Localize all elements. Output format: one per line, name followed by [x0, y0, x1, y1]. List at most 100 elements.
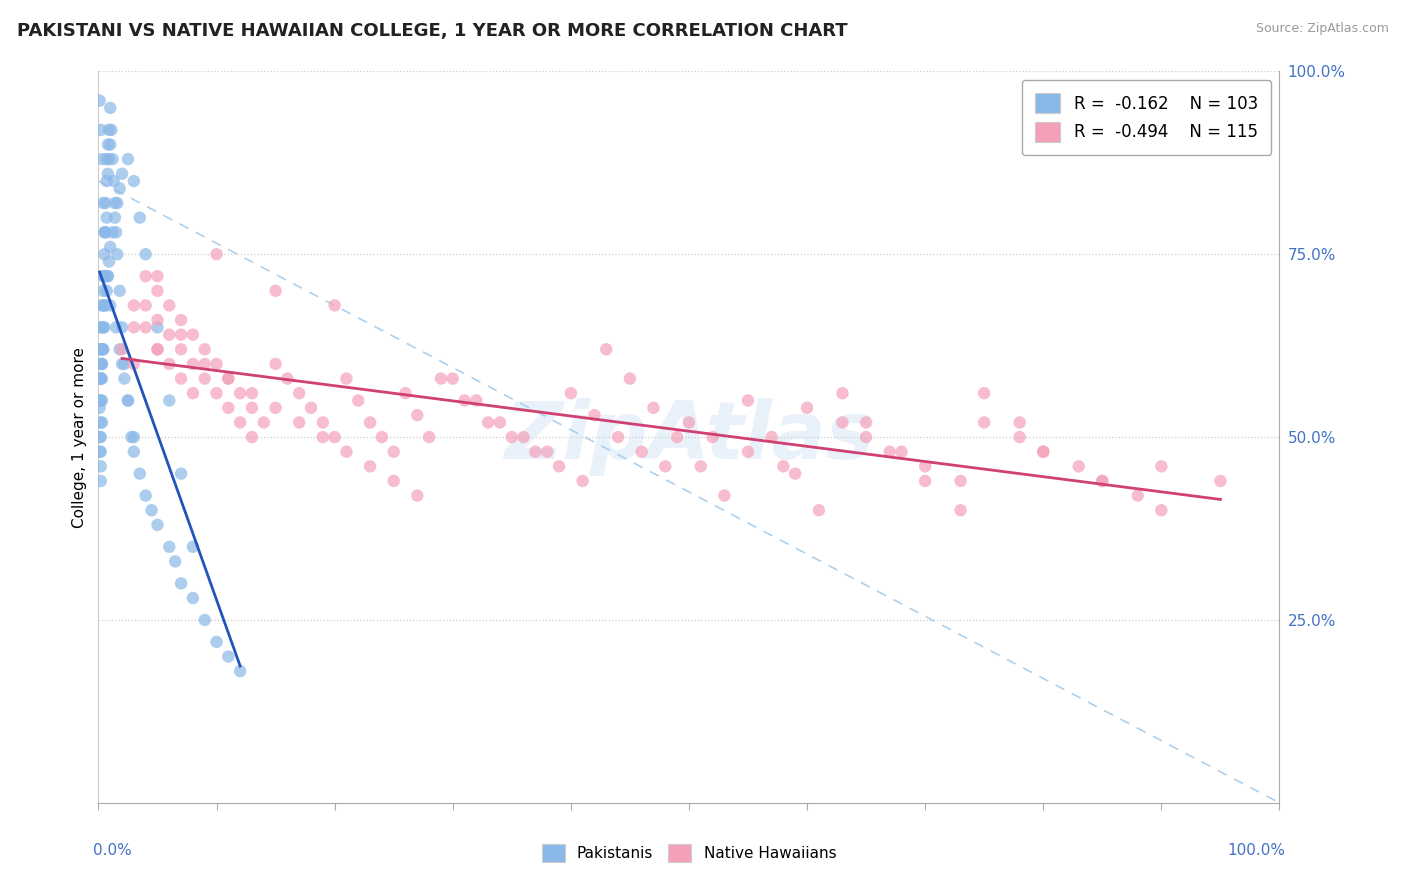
Point: [94, 196, 117, 211]
Point: [855, 430, 877, 444]
Point: [90, 320, 112, 334]
Point: [1150, 503, 1173, 517]
Point: [112, 371, 135, 385]
Point: [117, 393, 139, 408]
Point: [105, 225, 128, 239]
Point: [205, 386, 228, 401]
Point: [264, 401, 287, 415]
Point: [98, 254, 121, 268]
Point: [524, 444, 547, 458]
Point: [91, 152, 114, 166]
Point: [229, 386, 252, 401]
Point: [117, 152, 139, 166]
Point: [128, 211, 150, 225]
Point: [101, 152, 124, 166]
Point: [973, 386, 995, 401]
Point: [323, 430, 346, 444]
Point: [453, 393, 475, 408]
Y-axis label: College, 1 year or more: College, 1 year or more: [72, 347, 87, 527]
Point: [90, 393, 112, 408]
Point: [1209, 474, 1232, 488]
Point: [312, 416, 335, 430]
Point: [914, 474, 936, 488]
Point: [205, 357, 228, 371]
Point: [103, 174, 125, 188]
Point: [1067, 459, 1090, 474]
Point: [108, 343, 131, 357]
Point: [122, 444, 145, 458]
Point: [135, 298, 157, 312]
Point: [465, 393, 488, 408]
Point: [713, 489, 735, 503]
Point: [93, 269, 115, 284]
Point: [855, 416, 877, 430]
Point: [91, 269, 114, 284]
Point: [146, 313, 169, 327]
Point: [90, 444, 112, 458]
Point: [122, 357, 145, 371]
Point: [104, 211, 127, 225]
Point: [240, 430, 263, 444]
Point: [146, 269, 169, 284]
Point: [108, 284, 131, 298]
Text: 0.0%: 0.0%: [93, 843, 131, 858]
Point: [91, 196, 114, 211]
Point: [135, 247, 157, 261]
Point: [1008, 430, 1031, 444]
Point: [689, 459, 711, 474]
Point: [181, 540, 204, 554]
Point: [560, 386, 582, 401]
Point: [89, 94, 111, 108]
Point: [89, 430, 111, 444]
Point: [97, 269, 120, 284]
Point: [91, 343, 114, 357]
Point: [89, 444, 111, 458]
Point: [117, 393, 139, 408]
Point: [1091, 474, 1114, 488]
Point: [89, 401, 111, 415]
Point: [91, 371, 114, 385]
Text: 100.0%: 100.0%: [1227, 843, 1285, 858]
Point: [181, 591, 204, 605]
Point: [135, 320, 157, 334]
Point: [157, 540, 180, 554]
Point: [121, 430, 143, 444]
Point: [335, 371, 357, 385]
Point: [94, 298, 117, 312]
Point: [90, 430, 112, 444]
Point: [418, 430, 440, 444]
Point: [93, 320, 115, 334]
Point: [111, 343, 134, 357]
Point: [122, 430, 145, 444]
Point: [170, 327, 193, 342]
Point: [112, 357, 135, 371]
Point: [737, 393, 759, 408]
Point: [382, 444, 405, 458]
Point: [94, 225, 117, 239]
Point: [108, 181, 131, 195]
Point: [135, 489, 157, 503]
Point: [973, 416, 995, 430]
Point: [194, 357, 217, 371]
Point: [548, 459, 571, 474]
Point: [382, 474, 405, 488]
Point: [90, 371, 112, 385]
Legend: Pakistanis, Native Hawaiians: Pakistanis, Native Hawaiians: [536, 838, 842, 868]
Point: [630, 444, 652, 458]
Point: [91, 343, 114, 357]
Point: [643, 401, 665, 415]
Point: [181, 357, 204, 371]
Point: [98, 240, 121, 254]
Point: [89, 343, 111, 357]
Point: [702, 430, 724, 444]
Point: [512, 430, 534, 444]
Point: [96, 284, 118, 298]
Point: [1008, 416, 1031, 430]
Point: [122, 174, 145, 188]
Point: [205, 635, 228, 649]
Point: [170, 343, 193, 357]
Point: [217, 371, 239, 385]
Point: [91, 284, 114, 298]
Point: [91, 298, 114, 312]
Point: [240, 386, 263, 401]
